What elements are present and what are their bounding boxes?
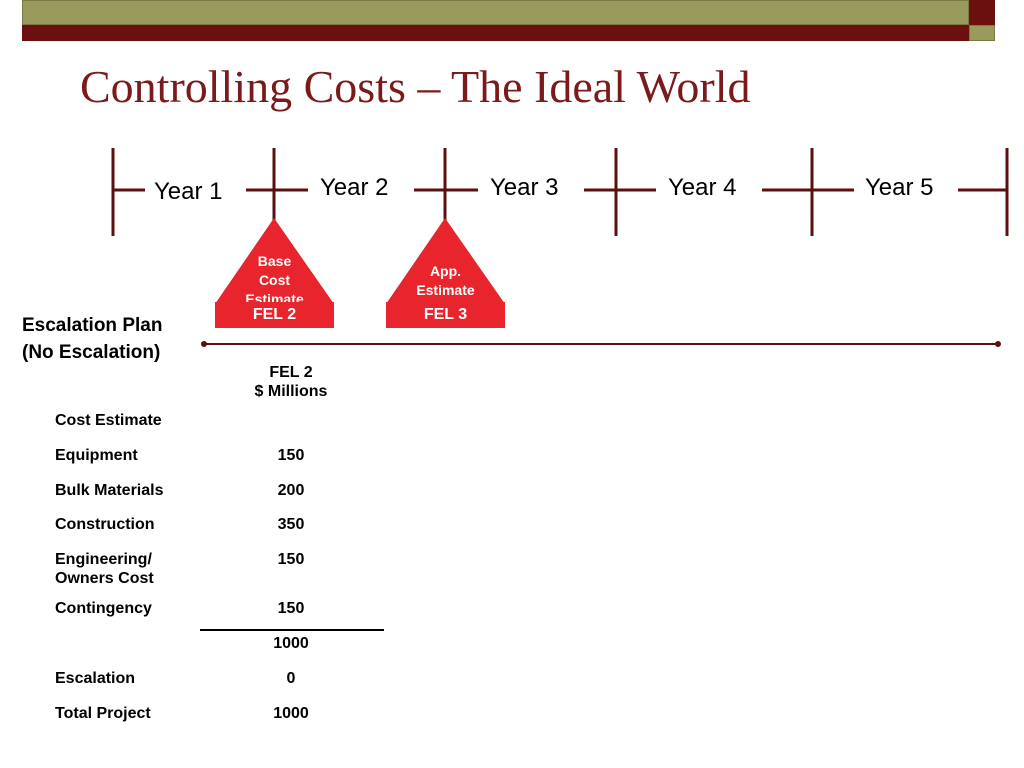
subtotal-rule — [200, 629, 384, 631]
row-label-construction: Construction — [55, 516, 155, 533]
row-value-escalation: 0 — [286, 670, 296, 687]
fel3-marker-triangle — [386, 218, 505, 304]
subtotal-value: 1000 — [273, 635, 309, 652]
escalation-plan-heading: Escalation Plan (No Escalation) — [22, 312, 162, 366]
marker-text-line: Base — [257, 253, 292, 269]
row-label-contingency: Contingency — [55, 600, 152, 617]
escalation-line-start-dot — [201, 341, 207, 347]
row-value-total-project: 1000 — [273, 705, 309, 722]
timeline-year-3: Year 3 — [490, 174, 559, 201]
timeline-year-4: Year 4 — [668, 174, 737, 201]
row-label-line: Owners Cost — [55, 570, 154, 587]
cost-estimate-section-label: Cost Estimate — [55, 412, 162, 429]
column-header-line: $ Millions — [254, 383, 328, 400]
row-label-engineering-owners: Engineering/ Owners Cost — [55, 550, 154, 588]
marker-text-line: Cost — [258, 272, 291, 288]
fel2-marker-triangle — [215, 218, 334, 304]
base-cost-estimate-label: Base Cost Estimate — [215, 252, 334, 309]
fel3-gate-box: FEL 3 — [386, 302, 505, 328]
escalation-plan-subtitle: (No Escalation) — [22, 342, 161, 363]
column-header-line: FEL 2 — [269, 364, 313, 381]
escalation-line-end-dot — [995, 341, 1001, 347]
row-value-bulk-materials: 200 — [277, 482, 305, 499]
fel2-gate-box: FEL 2 — [215, 302, 334, 328]
table-column-header: FEL 2 $ Millions — [200, 363, 382, 401]
timeline-year-5: Year 5 — [865, 174, 934, 201]
row-label-total-project: Total Project — [55, 705, 151, 722]
app-estimate-label: App. Estimate — [386, 262, 505, 300]
row-value-engineering-owners: 150 — [277, 551, 305, 568]
marker-text-line: Estimate — [416, 282, 475, 298]
row-value-equipment: 150 — [277, 447, 305, 464]
header-band-olive — [22, 0, 969, 25]
timeline-year-2: Year 2 — [320, 174, 389, 201]
timeline-year-1: Year 1 — [154, 178, 223, 205]
header-corner-olive — [969, 25, 995, 41]
row-label-bulk-materials: Bulk Materials — [55, 482, 164, 499]
row-label-line: Engineering/ — [55, 551, 152, 568]
row-label-equipment: Equipment — [55, 447, 138, 464]
slide-title: Controlling Costs – The Ideal World — [80, 61, 751, 112]
marker-text-line: App. — [429, 263, 462, 279]
row-value-construction: 350 — [277, 516, 305, 533]
header-corner-maroon — [969, 0, 995, 25]
row-value-contingency: 150 — [277, 600, 305, 617]
header-band-maroon — [22, 25, 969, 41]
escalation-plan-title: Escalation Plan — [22, 315, 163, 336]
row-label-escalation: Escalation — [55, 670, 136, 687]
